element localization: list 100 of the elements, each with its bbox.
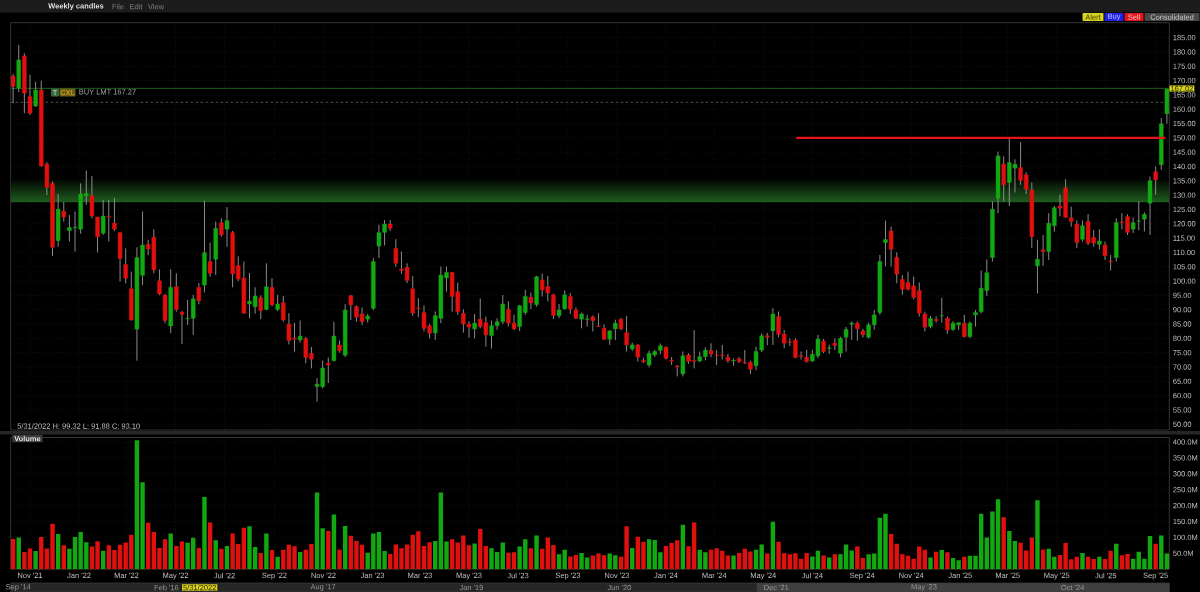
candlestick (174, 272, 179, 313)
candlestick (1108, 254, 1113, 271)
candlestick (1074, 219, 1080, 249)
bar (832, 554, 838, 570)
candlestick (1097, 228, 1102, 250)
bar (500, 542, 505, 570)
bar (928, 557, 933, 570)
candlestick (264, 262, 269, 311)
bar (1159, 535, 1164, 570)
candlestick (596, 312, 601, 328)
bar (821, 555, 826, 570)
candlestick (95, 216, 100, 253)
candlestick (1147, 176, 1153, 236)
candlestick (1040, 234, 1046, 267)
bar (1040, 549, 1046, 570)
bar (1029, 537, 1035, 570)
candlestick (179, 310, 185, 345)
bar (1035, 500, 1040, 570)
candlestick (472, 313, 477, 339)
bar (258, 552, 263, 570)
bar (241, 527, 247, 570)
candlestick (33, 81, 38, 108)
candlestick (393, 238, 399, 268)
bar (770, 521, 776, 570)
bar (433, 540, 438, 570)
candlestick (112, 197, 117, 232)
bar (731, 555, 736, 570)
bar (269, 550, 275, 570)
candlestick (753, 346, 759, 371)
bar (145, 522, 151, 570)
candlestick (849, 320, 854, 341)
bar (10, 538, 16, 570)
candlestick (838, 336, 843, 358)
bar (1097, 556, 1102, 570)
bar (646, 539, 652, 570)
bar (388, 553, 393, 570)
bar (264, 533, 269, 570)
candlestick (106, 199, 111, 242)
bar (534, 535, 539, 570)
bar (945, 552, 950, 570)
candlestick (894, 251, 899, 284)
bar (224, 545, 230, 570)
bar (39, 537, 44, 570)
bar (1080, 552, 1085, 570)
candlestick (348, 294, 353, 321)
candlestick (855, 320, 860, 342)
candlestick (624, 315, 629, 352)
candlestick (680, 351, 686, 377)
bar (342, 525, 348, 570)
candlestick (219, 217, 224, 238)
candlestick (888, 226, 894, 267)
candlestick (759, 333, 764, 353)
candlestick (1102, 241, 1108, 261)
bar (207, 522, 213, 570)
candlestick (258, 294, 263, 320)
bar (55, 533, 61, 570)
candlestick (770, 307, 776, 346)
bar (478, 529, 483, 570)
bar (202, 496, 207, 570)
bar (219, 548, 224, 570)
candlestick (196, 282, 202, 305)
candlestick (939, 297, 944, 324)
bar (33, 551, 38, 570)
candlestick (551, 293, 556, 320)
candlestick (1136, 200, 1141, 231)
bar (888, 533, 894, 570)
candlestick (297, 320, 303, 344)
candlestick (1142, 211, 1147, 232)
candlestick (1035, 239, 1040, 294)
candlestick (1153, 166, 1158, 196)
candlestick (61, 201, 66, 222)
bar (449, 539, 455, 570)
candlestick (556, 303, 562, 319)
candlestick (224, 206, 230, 248)
bar (472, 543, 477, 570)
candlestick (1001, 156, 1006, 202)
bar (680, 524, 686, 570)
candlestick (326, 357, 331, 384)
bar (1153, 543, 1158, 570)
bar (849, 550, 854, 570)
candlestick (207, 242, 213, 278)
bar (16, 537, 21, 570)
bar (326, 531, 331, 570)
bar (337, 549, 342, 570)
candlestick (933, 315, 939, 324)
candlestick (725, 353, 731, 364)
bar (939, 550, 944, 570)
bar (528, 548, 534, 570)
candlestick (27, 74, 33, 116)
candlestick (528, 292, 534, 310)
bar (275, 556, 280, 570)
candlestick (613, 319, 618, 341)
candlestick (1080, 219, 1085, 242)
bar (331, 514, 337, 570)
bar (1001, 517, 1006, 570)
candlestick (843, 326, 849, 352)
bar (61, 545, 66, 570)
bar (736, 552, 742, 570)
candlestick (100, 199, 106, 236)
bar (213, 540, 218, 570)
